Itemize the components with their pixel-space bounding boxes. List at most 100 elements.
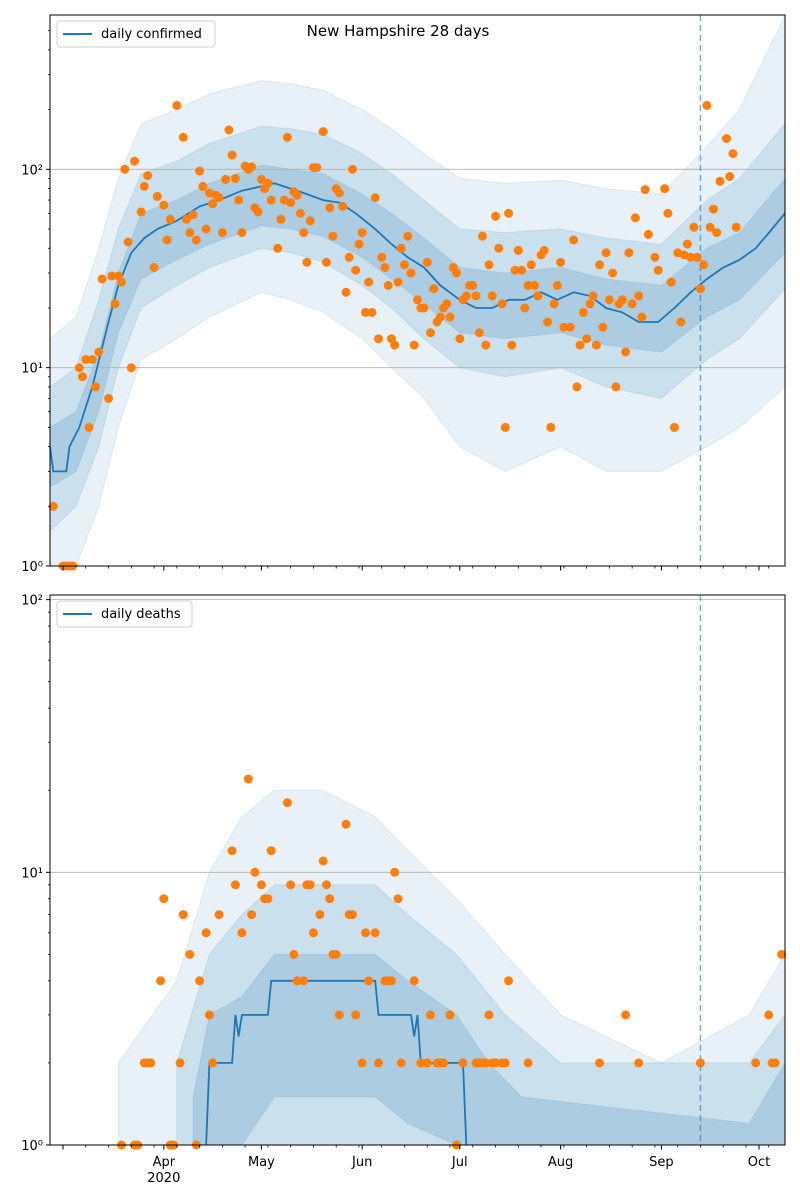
confirmed-data-point (185, 228, 195, 238)
confirmed-data-point (500, 422, 510, 432)
deaths-data-point (263, 894, 273, 904)
confirmed-data-point (139, 181, 149, 191)
deaths-data-point (159, 894, 169, 904)
confirmed-points (48, 100, 741, 571)
deaths-data-point (439, 1058, 448, 1068)
confirmed-data-point (97, 274, 107, 284)
confirmed-data-point (630, 213, 640, 223)
deaths-data-point (390, 867, 400, 877)
confirmed-data-point (702, 100, 712, 110)
confirmed-data-point (510, 265, 520, 275)
deaths-points (117, 774, 787, 1150)
confirmed-data-point (172, 100, 182, 110)
deaths-data-point (289, 949, 299, 959)
confirmed-data-point (227, 150, 237, 160)
confirmed-data-point (208, 199, 218, 209)
confirmed-data-point (78, 372, 87, 382)
confirmed-data-point (627, 299, 637, 309)
confirmed-legend-label: daily confirmed (101, 27, 202, 42)
confirmed-data-point (383, 280, 393, 290)
confirmed-data-point (556, 257, 566, 267)
confirmed-x-ticks (62, 566, 770, 571)
confirmed-data-point (126, 363, 136, 373)
confirmed-data-point (403, 231, 413, 241)
confirmed-data-point (393, 277, 403, 287)
confirmed-data-point (578, 307, 588, 317)
deaths-data-point (481, 1058, 491, 1068)
confirmed-data-point (539, 245, 549, 255)
confirmed-data-point (461, 291, 471, 301)
confirmed-data-point (247, 162, 257, 172)
confirmed-data-point (601, 248, 611, 258)
confirmed-data-point (595, 260, 605, 270)
confirmed-data-point (546, 422, 556, 432)
deaths-y-tick-label: 10⁰ (21, 1139, 43, 1154)
confirmed-data-point (282, 132, 292, 142)
deaths-y-ticks: 10⁰ 10¹ 10² (21, 594, 50, 1154)
confirmed-data-point (370, 193, 380, 203)
confirmed-data-point (214, 193, 224, 203)
deaths-y-tick-label: 10² (21, 594, 43, 609)
confirmed-data-point (221, 174, 231, 184)
deaths-data-point (230, 880, 240, 890)
confirmed-data-point (435, 312, 445, 322)
confirmed-data-point (468, 280, 478, 290)
confirmed-data-point (334, 188, 344, 198)
confirmed-data-point (263, 178, 273, 188)
confirmed-y-ticks: 10⁰ 10¹ 10² (21, 30, 50, 575)
confirmed-data-point (256, 174, 266, 184)
confirmed-data-point (699, 260, 709, 270)
deaths-data-point (621, 1010, 631, 1020)
confirmed-data-point (445, 312, 455, 322)
deaths-data-point (396, 1058, 406, 1068)
deaths-x-tick-label: Sep (649, 1155, 674, 1170)
confirmed-data-point (481, 340, 491, 350)
confirmed-data-point (318, 127, 328, 137)
deaths-data-point (250, 867, 260, 877)
confirmed-data-point (588, 291, 598, 301)
confirmed-data-point (374, 334, 383, 344)
deaths-x-tick-sublabel: 2020 (147, 1171, 180, 1186)
deaths-x-tick-label: Jul (451, 1155, 468, 1170)
confirmed-data-point (637, 312, 647, 322)
confirmed-data-point (533, 291, 543, 301)
deaths-data-point (156, 976, 166, 986)
deaths-data-point (426, 1010, 435, 1020)
confirmed-data-point (302, 257, 312, 267)
confirmed-data-point (487, 291, 497, 301)
deaths-data-point (286, 880, 296, 890)
confirmed-data-point (117, 277, 126, 287)
confirmed-data-point (565, 322, 575, 332)
confirmed-data-point (367, 307, 377, 317)
confirmed-data-point (341, 287, 351, 297)
confirmed-data-point (377, 252, 387, 262)
confirmed-data-point (526, 260, 536, 270)
confirmed-data-point (344, 252, 354, 262)
confirmed-data-point (660, 184, 670, 194)
confirmed-data-point (419, 303, 429, 313)
confirmed-y-tick-label: 10² (21, 163, 43, 178)
confirmed-data-point (608, 268, 618, 278)
confirmed-data-point (530, 280, 540, 290)
deaths-data-point (634, 1058, 644, 1068)
confirmed-data-point (422, 257, 432, 267)
confirmed-data-point (224, 125, 234, 135)
confirmed-data-point (149, 263, 159, 272)
confirmed-data-point (357, 228, 367, 238)
deaths-data-point (282, 798, 292, 808)
confirmed-data-point (598, 322, 608, 332)
confirmed-data-point (325, 203, 335, 213)
confirmed-data-point (491, 211, 501, 221)
deaths-data-point (201, 928, 211, 938)
confirmed-data-point (162, 235, 172, 245)
confirmed-data-point (182, 214, 192, 224)
confirmed-data-point (504, 208, 514, 218)
deaths-data-point (764, 1010, 774, 1020)
confirmed-data-point (705, 222, 715, 232)
confirmed-data-point (328, 231, 338, 241)
deaths-data-point (409, 976, 419, 986)
confirmed-data-point (195, 166, 205, 176)
